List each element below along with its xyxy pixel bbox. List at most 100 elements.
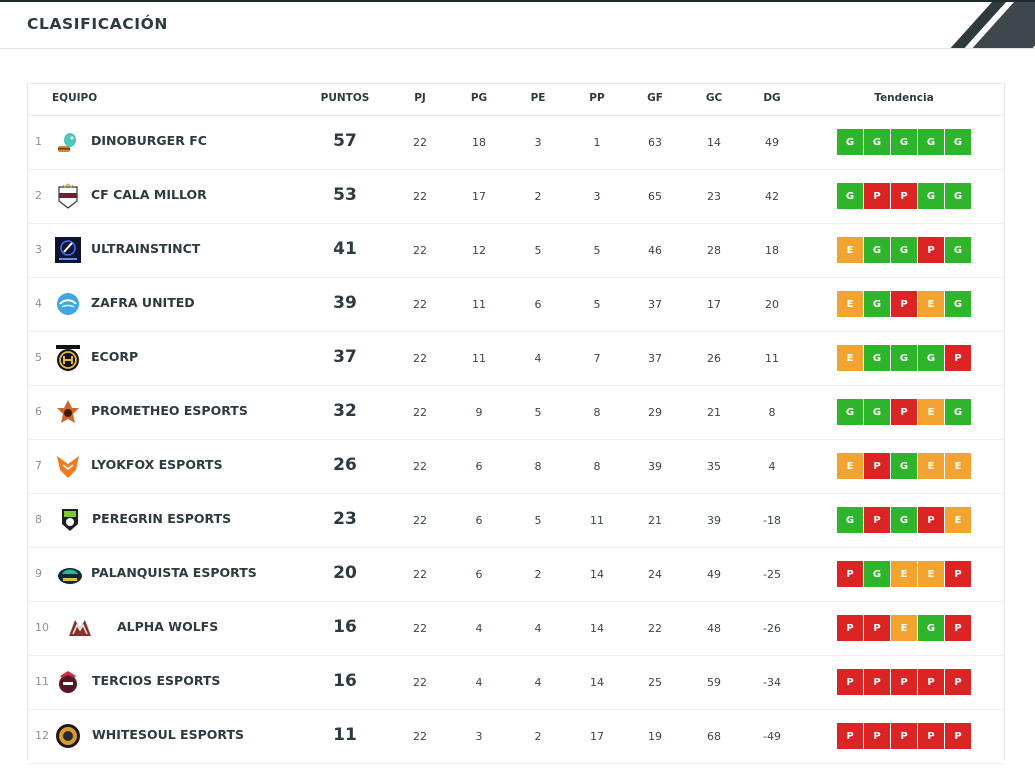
col-dg[interactable]: DG [763, 92, 781, 104]
team-name[interactable]: ECORP [91, 349, 139, 364]
col-points[interactable]: PUNTOS [320, 92, 370, 104]
stat-dg: 18 [765, 244, 779, 257]
trend-result: P [945, 345, 971, 371]
row-position: 1 [35, 135, 42, 148]
trend-result: E [918, 561, 944, 587]
table-row[interactable]: 11 TERCIOS ESPORTS 16 22 4 4 14 25 59 -34 P P P P P [28, 655, 1004, 710]
team-name[interactable]: ZAFRA UNITED [91, 295, 195, 310]
prometheo-logo-icon [54, 398, 82, 426]
stat-pj: 22 [413, 136, 427, 149]
dino-logo-icon [54, 128, 82, 156]
col-pe[interactable]: PE [530, 92, 546, 104]
stat-pj: 22 [413, 622, 427, 635]
col-pp[interactable]: PP [589, 92, 605, 104]
trend-result: G [918, 183, 944, 209]
row-position: 5 [35, 351, 42, 364]
stat-pj: 22 [413, 568, 427, 581]
trend-result: G [891, 129, 917, 155]
cala-millor-logo-icon [54, 182, 82, 210]
trend-result: E [837, 291, 863, 317]
table-row[interactable]: 3 ULTRAINSTINCT 41 22 12 5 5 46 28 18 E G G P G [28, 223, 1004, 278]
stat-pg: 11 [472, 352, 486, 365]
stat-pg: 12 [472, 244, 486, 257]
team-name[interactable]: ALPHA WOLFS [117, 619, 219, 634]
team-name[interactable]: DINOBURGER FC [91, 133, 207, 148]
stat-gc: 35 [707, 460, 721, 473]
table-row[interactable]: 7 LYOKFOX ESPORTS 26 22 6 8 8 39 35 4 E P G E E [28, 439, 1004, 494]
stat-gf: 39 [648, 460, 662, 473]
stat-dg: 8 [768, 406, 776, 419]
ecorp-logo-icon [54, 344, 82, 372]
stat-pg: 17 [472, 190, 486, 203]
team-name[interactable]: ULTRAINSTINCT [91, 241, 201, 256]
table-row[interactable]: 10 ALPHA WOLFS 16 22 4 4 14 22 48 -26 P P E G P [28, 601, 1004, 656]
team-name[interactable]: LYOKFOX ESPORTS [91, 457, 223, 472]
stat-gf: 19 [648, 730, 662, 743]
trend-result: G [918, 615, 944, 641]
trend-result: E [945, 507, 971, 533]
trend-result: P [837, 561, 863, 587]
stat-gc: 68 [707, 730, 721, 743]
col-pg[interactable]: PG [470, 92, 488, 104]
stat-pg: 18 [472, 136, 486, 149]
col-team[interactable]: EQUIPO [52, 92, 98, 104]
trend-result: G [864, 129, 890, 155]
trend-result: P [918, 237, 944, 263]
trend-result: P [945, 669, 971, 695]
tercios-logo-icon [54, 668, 82, 696]
stat-pp: 5 [593, 244, 601, 257]
team-name[interactable]: PEREGRIN ESPORTS [92, 511, 232, 526]
stat-pe: 3 [534, 136, 542, 149]
team-name[interactable]: CF CALA MILLOR [91, 187, 207, 202]
stat-pj: 22 [413, 190, 427, 203]
stat-gf: 21 [648, 514, 662, 527]
stat-pj: 22 [413, 730, 427, 743]
stat-gc: 59 [707, 676, 721, 689]
col-pj[interactable]: PJ [414, 92, 426, 104]
page-title: CLASIFICACIÓN [27, 15, 168, 33]
col-gf[interactable]: GF [647, 92, 663, 104]
trend-result: P [918, 723, 944, 749]
stat-pp: 8 [593, 406, 601, 419]
trend-result: P [945, 561, 971, 587]
team-name[interactable]: TERCIOS ESPORTS [92, 673, 221, 688]
col-trend: Tendencia [874, 92, 934, 104]
table-row[interactable]: 8 PEREGRIN ESPORTS 23 22 6 5 11 21 39 -18 G P G P E [28, 493, 1004, 548]
col-gc[interactable]: GC [705, 92, 723, 104]
stat-pj: 22 [413, 352, 427, 365]
team-name[interactable]: PALANQUISTA ESPORTS [91, 565, 257, 580]
team-points: 37 [333, 347, 357, 367]
stat-dg: -34 [763, 676, 781, 689]
stat-gc: 23 [707, 190, 721, 203]
stat-pe: 2 [534, 568, 542, 581]
stat-pe: 4 [534, 622, 542, 635]
trend-result: P [891, 399, 917, 425]
stat-gf: 37 [648, 298, 662, 311]
stat-gc: 49 [707, 568, 721, 581]
stat-dg: 11 [765, 352, 779, 365]
table-header: EQUIPO PUNTOS PJ PG PE PP GF GC DG Tende… [28, 84, 1004, 116]
stat-pe: 4 [534, 676, 542, 689]
table-row[interactable]: 2 CF CALA MILLOR 53 22 17 2 3 65 23 42 G P P G G [28, 169, 1004, 224]
stat-pp: 3 [593, 190, 601, 203]
trend-result: E [837, 237, 863, 263]
team-name[interactable]: PROMETHEO ESPORTS [91, 403, 248, 418]
table-row[interactable]: 5 ECORP 37 22 11 4 7 37 26 11 E G G G P [28, 331, 1004, 386]
trend-result: P [918, 507, 944, 533]
table-row[interactable]: 4 ZAFRA UNITED 39 22 11 6 5 37 17 20 E G P E G [28, 277, 1004, 332]
table-row[interactable]: 1 DINOBURGER FC 57 22 18 3 1 63 14 49 G G G G G [28, 115, 1004, 170]
stat-pg: 6 [475, 460, 483, 473]
stat-pj: 22 [413, 244, 427, 257]
top-border [0, 0, 1035, 2]
table-row[interactable]: 6 PROMETHEO ESPORTS 32 22 9 5 8 29 21 8 G G P E G [28, 385, 1004, 440]
stat-gf: 46 [648, 244, 662, 257]
stat-pe: 4 [534, 352, 542, 365]
team-name[interactable]: WHITESOUL ESPORTS [92, 727, 244, 742]
stat-gc: 48 [707, 622, 721, 635]
table-row[interactable]: 9 PALANQUISTA ESPORTS 20 22 6 2 14 24 49 -25 P G E E P [28, 547, 1004, 602]
table-row[interactable]: 12 WHITESOUL ESPORTS 11 22 3 2 17 19 68 -49 P P P P P [28, 709, 1004, 764]
